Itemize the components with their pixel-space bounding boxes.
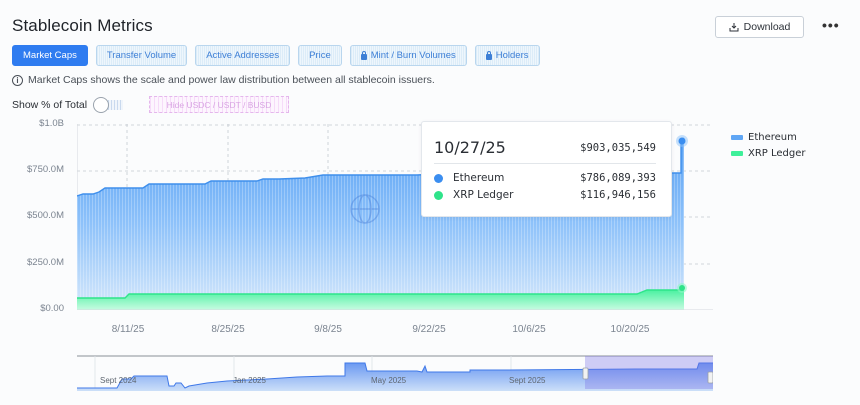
chart-legend: Ethereum XRP Ledger <box>731 129 806 161</box>
tab-price[interactable]: Price <box>298 45 342 66</box>
more-options-button[interactable]: ••• <box>822 17 840 33</box>
navigator-label: Jan 2025 <box>233 376 266 385</box>
tooltip-series-label: XRP Ledger <box>453 189 514 201</box>
tooltip-series-value: $116,946,156 <box>580 189 656 201</box>
show-percent-label: Show % of Total <box>12 99 88 111</box>
ethereum-dot-icon <box>434 173 443 183</box>
page-title: Stablecoin Metrics <box>12 16 153 35</box>
tab-mint-burn-volumes[interactable]: Mint / Burn Volumes <box>349 45 467 66</box>
toggle-track <box>105 100 124 110</box>
tab-holders[interactable]: Holders <box>474 45 540 66</box>
y-tick-label: $0.00 <box>40 303 64 314</box>
tab-active-addresses[interactable]: Active Addresses <box>195 45 291 66</box>
show-percent-toggle[interactable] <box>93 97 125 113</box>
show-percent-row: Show % of Total <box>12 97 125 113</box>
legend-label: XRP Ledger <box>748 147 806 159</box>
download-icon <box>729 23 739 32</box>
info-text: Market Caps shows the scale and power la… <box>28 74 435 86</box>
hide-major-stablecoins-button[interactable]: Hide USDC / USDT / BUSD <box>149 96 289 113</box>
y-tick-label: $250.0M <box>27 257 64 268</box>
tooltip-series-label: Ethereum <box>453 172 505 184</box>
lock-icon <box>360 50 367 60</box>
y-tick-label: $1.0B <box>39 118 64 129</box>
tab-market-caps[interactable]: Market Caps <box>12 45 88 66</box>
navigator-label: May 2025 <box>371 376 407 385</box>
x-tick-label: 10/6/25 <box>512 324 546 335</box>
legend-item-ethereum[interactable]: Ethereum <box>731 129 806 145</box>
range-navigator[interactable] <box>77 355 713 391</box>
tooltip-total: $903,035,549 <box>580 142 656 154</box>
toggle-knob <box>93 97 110 113</box>
y-tick-label: $750.0M <box>27 164 64 175</box>
ethereum-swatch-icon <box>731 134 743 140</box>
xrp-dot-icon <box>434 190 443 200</box>
navigator-label: Sept 2025 <box>509 376 546 385</box>
tooltip-series-value: $786,089,393 <box>580 172 656 184</box>
tab-label: Price <box>309 50 331 61</box>
x-tick-label: 10/20/25 <box>610 324 650 335</box>
metric-tabs: Market Caps Transfer Volume Active Addre… <box>12 45 540 66</box>
download-button[interactable]: Download <box>715 16 804 38</box>
tab-label: Mint / Burn Volumes <box>370 50 456 61</box>
navigator-label: Sept 2024 <box>100 376 137 385</box>
tab-label: Market Caps <box>23 50 77 61</box>
tooltip-row-ethereum: Ethereum $786,089,393 <box>434 172 656 184</box>
x-tick-label: 9/8/25 <box>314 324 342 335</box>
x-tick-label: 8/11/25 <box>111 324 145 335</box>
chart-tooltip: 10/27/25 $903,035,549 Ethereum $786,089,… <box>421 121 672 217</box>
tab-label: Transfer Volume <box>106 50 177 61</box>
tab-label: Holders <box>495 50 529 61</box>
lock-icon <box>485 50 492 60</box>
tab-label: Active Addresses <box>206 50 280 61</box>
tooltip-date: 10/27/25 <box>434 138 506 157</box>
tab-transfer-volume[interactable]: Transfer Volume <box>95 45 188 66</box>
xrp-swatch-icon <box>731 150 743 156</box>
tooltip-divider <box>434 163 656 164</box>
download-label: Download <box>743 21 791 33</box>
legend-label: Ethereum <box>748 131 797 143</box>
y-tick-label: $500.0M <box>27 210 64 221</box>
info-icon: i <box>12 74 23 86</box>
x-tick-label: 9/22/25 <box>412 324 446 335</box>
legend-item-xrp-ledger[interactable]: XRP Ledger <box>731 145 806 161</box>
tooltip-row-xrp: XRP Ledger $116,946,156 <box>434 189 656 201</box>
info-note: i Market Caps shows the scale and power … <box>12 74 435 86</box>
x-tick-label: 8/25/25 <box>211 324 245 335</box>
